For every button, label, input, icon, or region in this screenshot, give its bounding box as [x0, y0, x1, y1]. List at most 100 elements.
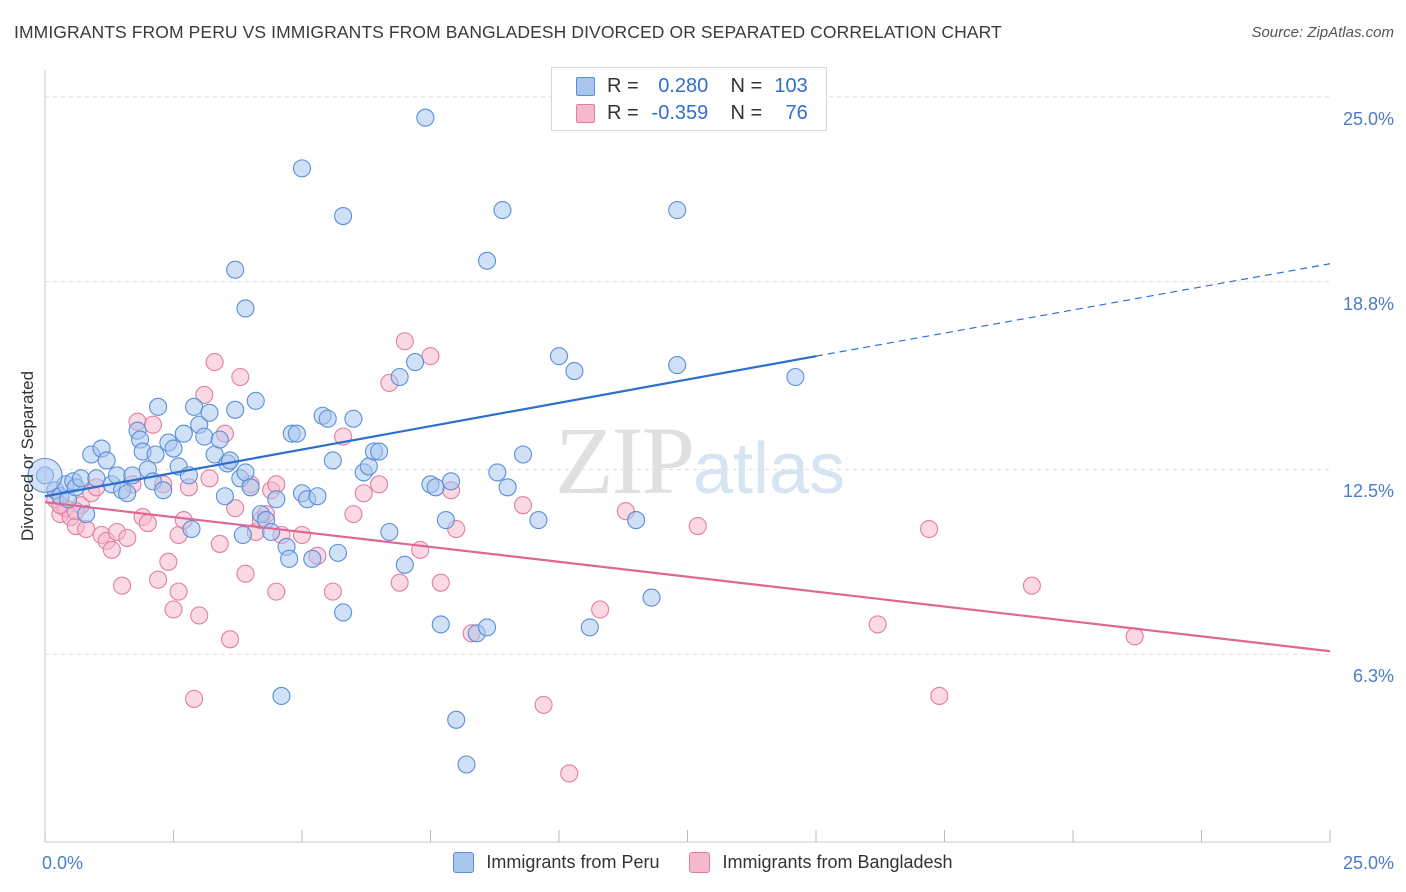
- peru-point: [431, 615, 450, 634]
- bangladesh-point: [323, 582, 342, 601]
- peru-point: [215, 487, 234, 506]
- bangladesh-trendline: [44, 501, 1331, 653]
- watermark: ZIPatlas: [555, 405, 845, 516]
- bangladesh-point: [200, 469, 219, 488]
- peru-point: [246, 391, 265, 410]
- bangladesh-point: [220, 630, 240, 649]
- y-tick-label: 25.0%: [1342, 108, 1394, 129]
- peru-point: [267, 490, 286, 509]
- peru-point: [406, 353, 425, 372]
- bangladesh-point: [102, 540, 121, 559]
- bangladesh-point: [431, 573, 450, 592]
- watermark-zip: ZIP: [555, 407, 695, 514]
- bangladesh-point: [185, 689, 204, 708]
- peru-point: [488, 463, 507, 482]
- bangladesh-point: [118, 528, 137, 548]
- peru-point: [447, 710, 466, 729]
- legend-item-peru: Immigrants from Peru: [453, 852, 659, 873]
- peru-point: [477, 251, 497, 270]
- peru-trendline-extension: [815, 263, 1331, 357]
- peru-point: [498, 478, 517, 497]
- bangladesh-point: [143, 415, 162, 434]
- y-tick-label: 6.3%: [1352, 666, 1394, 687]
- bangladesh-point: [930, 686, 949, 705]
- bangladesh-point: [370, 475, 389, 494]
- peru-point: [185, 397, 204, 416]
- bangladesh-point: [231, 367, 250, 387]
- bangladesh-point: [195, 385, 214, 404]
- peru-point: [334, 603, 353, 622]
- peru-point: [308, 487, 327, 506]
- bangladesh-point: [267, 582, 286, 601]
- bangladesh-point: [920, 519, 939, 539]
- peru-point: [241, 478, 260, 497]
- peru-point: [195, 427, 214, 446]
- peru-point: [328, 543, 348, 562]
- peru-point: [565, 362, 584, 381]
- peru-point: [493, 201, 512, 220]
- peru-point: [287, 424, 306, 443]
- peru-point: [549, 347, 569, 366]
- bangladesh-point: [149, 570, 168, 589]
- bangladesh-point: [113, 576, 132, 595]
- peru-point: [200, 403, 219, 422]
- peru-trendline: [44, 355, 817, 498]
- peru-point: [262, 522, 281, 542]
- bangladesh-point: [1022, 576, 1041, 595]
- bangladesh-point: [169, 582, 188, 601]
- bangladesh-point: [513, 496, 533, 515]
- peru-point: [344, 409, 363, 428]
- legend-bangladesh-swatch: [689, 852, 711, 873]
- peru-point: [226, 260, 245, 279]
- y-tick-label: 18.8%: [1342, 293, 1394, 314]
- peru-point: [272, 686, 291, 705]
- peru-point: [668, 201, 687, 220]
- bangladesh-point: [395, 332, 414, 351]
- peru-point: [627, 511, 646, 530]
- x-tick-label: 25.0%: [1342, 853, 1394, 873]
- chart-title: IMMIGRANTS FROM PERU VS IMMIGRANTS FROM …: [14, 22, 1002, 42]
- legend-peru-label: Immigrants from Peru: [486, 852, 660, 872]
- peru-r-label: R =: [607, 74, 639, 97]
- trend-layer: [44, 263, 1331, 653]
- legend-row-bangladesh: R = -0.359 N = 76: [576, 100, 808, 126]
- axis-layer: [44, 70, 1331, 843]
- bangladesh-point: [868, 615, 887, 634]
- peru-point: [97, 451, 116, 470]
- series-legend: Immigrants from Peru Immigrants from Ban…: [0, 852, 1406, 873]
- peru-n-value: 103: [774, 74, 808, 97]
- peru-point: [395, 555, 414, 574]
- bangladesh-point: [390, 573, 409, 592]
- peru-point: [457, 755, 476, 774]
- peru-point: [236, 299, 255, 318]
- peru-point: [529, 511, 548, 530]
- peru-point: [477, 618, 497, 637]
- bangladesh-point: [421, 347, 440, 366]
- bangladesh-swatch: [576, 103, 595, 123]
- bangladesh-point: [236, 564, 255, 583]
- peru-point: [118, 484, 137, 503]
- peru-point: [436, 511, 455, 530]
- peru-point: [164, 439, 183, 458]
- peru-point: [786, 367, 805, 387]
- bangladesh-r-label: R =: [607, 101, 639, 124]
- peru-n-label: N =: [730, 74, 763, 97]
- legend-row-peru: R = 0.280 N = 103: [576, 73, 808, 99]
- bangladesh-point: [534, 695, 553, 714]
- peru-point: [149, 397, 168, 416]
- bangladesh-point: [688, 516, 707, 536]
- peru-point: [416, 108, 435, 127]
- bangladesh-point: [1125, 627, 1144, 646]
- peru-point: [303, 549, 322, 568]
- bangladesh-point: [210, 534, 229, 553]
- peru-point: [580, 618, 599, 637]
- peru-point: [442, 472, 461, 491]
- bangladesh-point: [226, 499, 245, 518]
- peru-point: [380, 522, 399, 542]
- peru-point: [210, 430, 229, 449]
- peru-point: [174, 424, 193, 443]
- legend-item-bangladesh: Immigrants from Bangladesh: [689, 852, 953, 873]
- bangladesh-point: [591, 600, 610, 619]
- bangladesh-point: [138, 514, 157, 533]
- peru-point: [334, 207, 353, 226]
